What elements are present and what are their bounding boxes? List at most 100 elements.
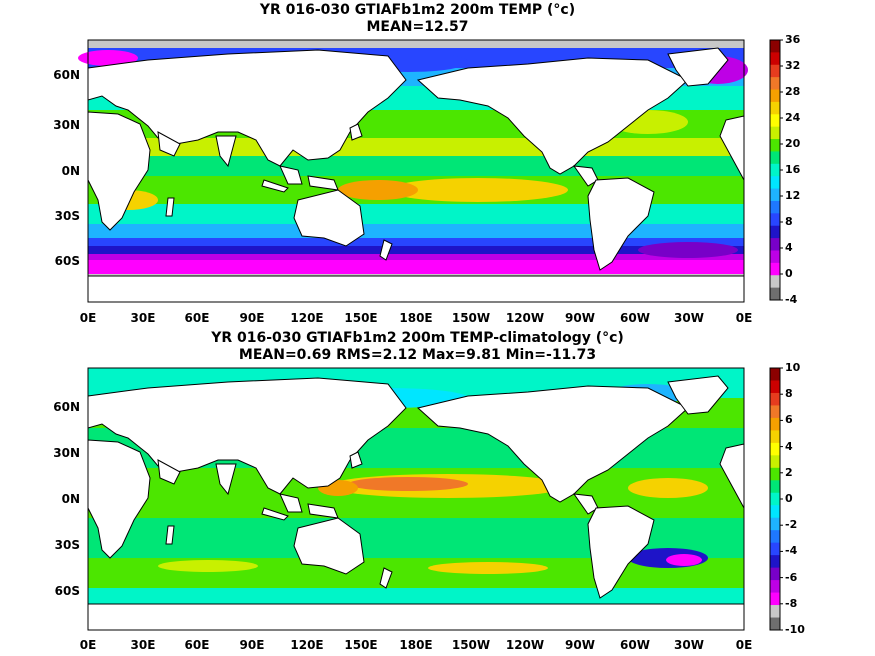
colorbar-tick-label: 10 — [785, 361, 801, 374]
colorbar-tick-label: 8 — [785, 387, 793, 401]
colorbar-swatch — [770, 250, 780, 264]
colorbar-swatch — [770, 492, 780, 506]
panel2-lon-label: 60W — [620, 638, 650, 652]
colorbar-tick-label: -10 — [785, 623, 805, 636]
colorbar-swatch — [770, 163, 780, 177]
colorbar-swatch — [770, 151, 780, 165]
panel2-lon-label: 150W — [451, 638, 491, 652]
panel2-lon-label: 120E — [290, 638, 324, 652]
colorbar-swatch — [770, 580, 780, 594]
panel2-lat-label: 30S — [54, 538, 80, 552]
panel1-lon-label: 60E — [184, 311, 210, 325]
colorbar-tick-label: -4 — [785, 544, 798, 558]
colorbar-tick-label: 6 — [785, 413, 793, 427]
colorbar-swatch — [770, 605, 780, 619]
colorbar-swatch — [770, 287, 780, 301]
colorbar-swatch — [770, 114, 780, 128]
colorbar-tick-label: 20 — [785, 137, 801, 150]
panel1-subtitle: MEAN=12.57 — [366, 19, 469, 35]
panel2-colorbar — [769, 367, 783, 631]
colorbar-swatch — [770, 442, 780, 456]
colorbar-tick-label: 36 — [785, 33, 801, 46]
colorbar-swatch — [770, 392, 780, 406]
colorbar-swatch — [770, 40, 780, 53]
colorbar-swatch — [770, 213, 780, 227]
colorbar-swatch — [770, 480, 780, 494]
colorbar-swatch — [770, 617, 780, 631]
colorbar-swatch — [770, 77, 780, 91]
colorbar-tick-label: -6 — [785, 570, 798, 584]
panel2-lat-label: 60N — [53, 400, 80, 414]
colorbar-swatch — [770, 64, 780, 78]
panel1-colorbar — [769, 39, 783, 301]
panel2-map — [87, 367, 745, 631]
panel2-subtitle: MEAN=0.69 RMS=2.12 Max=9.81 Min=-11.73 — [238, 347, 597, 363]
colorbar-swatch — [770, 176, 780, 190]
colorbar-tick-label: 24 — [785, 111, 801, 124]
panel2-lat-label: 60S — [54, 584, 80, 598]
colorbar-swatch — [770, 275, 780, 289]
panel1-lon-label: 0E — [735, 311, 753, 325]
colorbar-tick-label: 2 — [785, 465, 793, 479]
colorbar-swatch — [770, 225, 780, 239]
colorbar-tick-label: -4 — [785, 293, 798, 306]
colorbar-swatch — [770, 380, 780, 394]
colorbar-tick-label: 0 — [785, 267, 793, 280]
panel2-lon-label: 90E — [239, 638, 265, 652]
panel1-lat-label: 60N — [53, 68, 80, 82]
panel1-lat-label: 60S — [54, 254, 80, 268]
colorbar-swatch — [770, 101, 780, 115]
colorbar-swatch — [770, 188, 780, 202]
colorbar-swatch — [770, 430, 780, 444]
colorbar-tick-label: 8 — [785, 215, 793, 228]
panel2-lon-label: 90W — [565, 638, 595, 652]
colorbar-swatch — [770, 467, 780, 481]
panel1-lon-label: 180E — [399, 311, 433, 325]
colorbar-swatch — [770, 555, 780, 569]
colorbar-tick-label: -8 — [785, 596, 798, 610]
panel2-lon-label: 150E — [344, 638, 378, 652]
colorbar-tick-label: -2 — [785, 518, 798, 532]
panel1-lon-label: 150W — [451, 311, 491, 325]
colorbar-swatch — [770, 417, 780, 431]
colorbar-swatch — [770, 517, 780, 531]
colorbar-swatch — [770, 126, 780, 140]
colorbar-swatch — [770, 567, 780, 581]
panel1-title: YR 016-030 GTIAFb1m2 200m TEMP (°c) — [259, 2, 576, 18]
panel1-lat-label: 30S — [54, 209, 80, 223]
panel2-lon-label: 180E — [399, 638, 433, 652]
panel2-lon-label: 0E — [79, 638, 97, 652]
panel1-lon-label: 120W — [505, 311, 545, 325]
colorbar-swatch — [770, 542, 780, 556]
panel1-lat-label: 0N — [61, 164, 80, 178]
colorbar-swatch — [770, 368, 780, 381]
colorbar-tick-label: 0 — [785, 492, 793, 505]
colorbar-swatch — [770, 89, 780, 103]
colorbar-swatch — [770, 262, 780, 276]
panel1-lon-label: 0E — [79, 311, 97, 325]
panel2-lon-label: 30W — [674, 638, 704, 652]
panel2-title: YR 016-030 GTIAFb1m2 200m TEMP-climatolo… — [211, 330, 624, 346]
colorbar-tick-label: 12 — [785, 189, 801, 202]
colorbar-swatch — [770, 139, 780, 152]
panel1-lat-label: 30N — [53, 118, 80, 132]
panel2-lon-label: 0E — [735, 638, 753, 652]
colorbar-tick-label: 28 — [785, 85, 801, 98]
colorbar-swatch — [770, 200, 780, 214]
panel2-lat-label: 0N — [61, 492, 80, 506]
panel2-lon-label: 30E — [130, 638, 156, 652]
colorbar-tick-label: 4 — [785, 439, 793, 453]
panel2-lon-label: 60E — [184, 638, 210, 652]
panel1-lon-label: 90W — [565, 311, 595, 325]
colorbar-swatch — [770, 592, 780, 606]
colorbar-tick-label: 4 — [785, 241, 793, 254]
panel1-lon-label: 30W — [674, 311, 704, 325]
panel1-lon-label: 60W — [620, 311, 650, 325]
colorbar-swatch — [770, 52, 780, 66]
panel1-lon-label: 30E — [130, 311, 156, 325]
colorbar-swatch — [770, 505, 780, 519]
panel1-lon-label: 120E — [290, 311, 324, 325]
panel2-lon-label: 120W — [505, 638, 545, 652]
panel1-map — [78, 39, 748, 303]
colorbar-swatch — [770, 405, 780, 419]
